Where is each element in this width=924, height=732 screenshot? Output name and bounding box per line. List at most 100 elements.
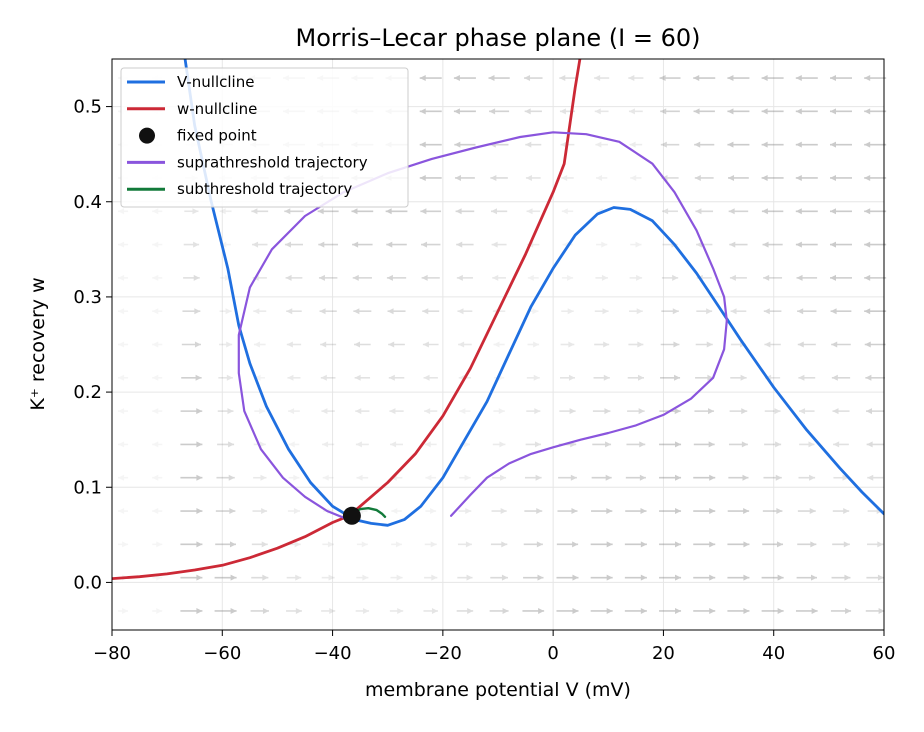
direction-arrow bbox=[795, 607, 818, 614]
legend-label: V-nullcline bbox=[177, 73, 254, 91]
direction-arrow bbox=[866, 574, 884, 581]
direction-arrow bbox=[727, 541, 750, 548]
series-line-subthreshold-trajectory bbox=[350, 507, 387, 518]
direction-arrow bbox=[152, 308, 163, 315]
direction-arrow bbox=[181, 341, 201, 348]
direction-arrow bbox=[694, 408, 715, 415]
direction-arrow bbox=[693, 541, 716, 548]
direction-arrow bbox=[118, 208, 129, 215]
direction-arrow bbox=[490, 541, 508, 548]
x-tick-label: −20 bbox=[424, 643, 462, 664]
direction-arrow bbox=[356, 474, 369, 481]
series-line-w-nullcline bbox=[112, 59, 582, 580]
direction-arrow bbox=[630, 241, 642, 248]
direction-arrow bbox=[595, 141, 608, 148]
direction-arrow bbox=[351, 208, 374, 215]
direction-arrow bbox=[727, 108, 750, 115]
direction-arrow bbox=[321, 574, 335, 581]
direction-arrow bbox=[728, 474, 749, 481]
direction-arrow bbox=[761, 174, 784, 181]
direction-arrow bbox=[797, 508, 816, 515]
direction-arrow bbox=[388, 341, 405, 348]
direction-arrow bbox=[318, 241, 339, 248]
direction-arrow bbox=[387, 308, 406, 315]
direction-arrow bbox=[660, 341, 680, 348]
series-line-suprathreshold-trajectory bbox=[237, 131, 728, 519]
direction-arrow bbox=[388, 374, 405, 381]
direction-arrow bbox=[693, 474, 716, 481]
direction-arrow bbox=[629, 141, 643, 148]
direction-arrow bbox=[457, 541, 472, 548]
direction-arrow bbox=[493, 408, 505, 415]
direction-arrow bbox=[317, 208, 339, 215]
direction-arrow bbox=[456, 607, 474, 614]
direction-arrow bbox=[459, 408, 471, 415]
legend-label: fixed point bbox=[177, 127, 257, 145]
direction-arrow bbox=[795, 141, 818, 148]
direction-arrow bbox=[523, 574, 544, 581]
direction-arrow bbox=[183, 274, 200, 281]
direction-arrow bbox=[761, 574, 784, 581]
direction-arrow bbox=[829, 108, 852, 115]
direction-arrow bbox=[425, 508, 437, 515]
direction-arrow bbox=[594, 75, 610, 82]
direction-arrow bbox=[356, 574, 369, 581]
direction-arrow bbox=[628, 108, 643, 115]
direction-arrow bbox=[356, 541, 368, 548]
direction-arrow bbox=[591, 474, 612, 481]
direction-arrow bbox=[829, 174, 852, 181]
direction-arrow bbox=[118, 341, 129, 348]
direction-arrow bbox=[796, 574, 817, 581]
direction-arrow bbox=[556, 607, 579, 614]
direction-arrow bbox=[391, 541, 402, 548]
direction-arrow bbox=[527, 274, 539, 281]
direction-arrow bbox=[355, 607, 370, 614]
direction-arrow bbox=[865, 374, 885, 381]
direction-arrow bbox=[693, 441, 715, 448]
direction-arrow bbox=[285, 274, 303, 281]
direction-arrow bbox=[629, 274, 643, 281]
direction-arrow bbox=[864, 174, 887, 181]
direction-arrow bbox=[829, 208, 852, 215]
direction-arrow bbox=[761, 75, 784, 82]
direction-arrow bbox=[660, 108, 680, 115]
direction-arrow bbox=[118, 274, 129, 281]
direction-arrow bbox=[627, 408, 645, 415]
direction-arrow bbox=[797, 541, 817, 548]
direction-arrow bbox=[694, 174, 714, 181]
direction-arrow bbox=[796, 274, 818, 281]
direction-arrow bbox=[216, 474, 235, 481]
direction-arrow bbox=[728, 174, 749, 181]
direction-arrow bbox=[693, 508, 716, 515]
direction-arrow bbox=[524, 108, 542, 115]
direction-arrow bbox=[660, 374, 681, 381]
direction-arrow bbox=[795, 174, 818, 181]
direction-arrow bbox=[180, 474, 203, 481]
direction-arrow bbox=[730, 374, 747, 381]
direction-arrow bbox=[318, 274, 338, 281]
direction-arrow bbox=[152, 374, 163, 381]
direction-field bbox=[118, 75, 887, 614]
direction-arrow bbox=[624, 574, 647, 581]
direction-arrow bbox=[118, 508, 129, 515]
series-layer bbox=[112, 59, 884, 580]
direction-arrow bbox=[561, 308, 574, 315]
direction-arrow bbox=[729, 241, 748, 248]
direction-arrow bbox=[831, 341, 851, 348]
direction-arrow bbox=[286, 341, 302, 348]
direction-arrow bbox=[727, 508, 750, 515]
direction-arrow bbox=[118, 241, 129, 248]
direction-arrow bbox=[592, 408, 611, 415]
direction-arrow bbox=[458, 341, 472, 348]
legend-item: subthreshold trajectory bbox=[127, 180, 352, 198]
direction-arrow bbox=[492, 441, 506, 448]
direction-arrow bbox=[729, 408, 748, 415]
direction-arrow bbox=[526, 208, 541, 215]
x-tick-label: −60 bbox=[203, 643, 241, 664]
direction-arrow bbox=[628, 308, 643, 315]
direction-arrow bbox=[625, 508, 647, 515]
legend-label: subthreshold trajectory bbox=[177, 180, 352, 198]
legend-item: suprathreshold trajectory bbox=[127, 153, 368, 171]
direction-arrow bbox=[864, 241, 887, 248]
direction-arrow bbox=[319, 308, 337, 315]
